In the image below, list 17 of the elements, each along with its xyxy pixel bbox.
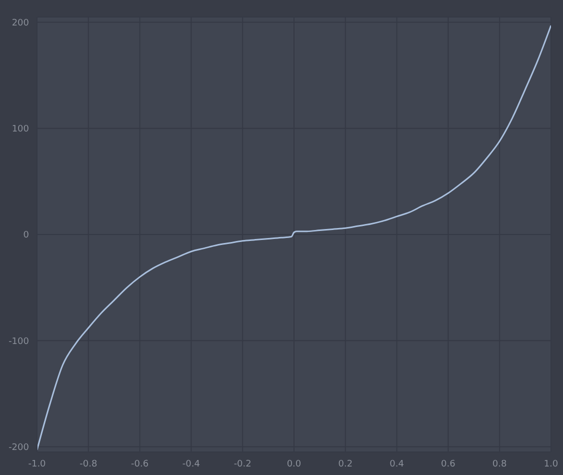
x-tick-label: -0.2 (234, 459, 252, 470)
y-tick-label: -100 (8, 336, 30, 347)
y-tick-label: -200 (8, 442, 30, 453)
y-tick-label: 0 (23, 230, 30, 241)
x-tick-label: -0.8 (80, 459, 98, 470)
x-tick-label: -0.4 (182, 459, 200, 470)
x-tick-label: 1.0 (544, 459, 558, 470)
x-tick-label: -0.6 (131, 459, 149, 470)
y-tick-label: 100 (12, 124, 30, 135)
x-tick-label: 0.0 (286, 459, 302, 470)
x-tick-label: -1.0 (28, 459, 46, 470)
y-tick-label: 200 (12, 18, 30, 28)
line-series (37, 24, 551, 451)
x-tick-label: 0.2 (338, 459, 353, 470)
x-tick-label: 0.4 (390, 459, 404, 470)
x-tick-label: 0.8 (492, 459, 508, 470)
x-tick-label: 0.6 (441, 459, 456, 470)
